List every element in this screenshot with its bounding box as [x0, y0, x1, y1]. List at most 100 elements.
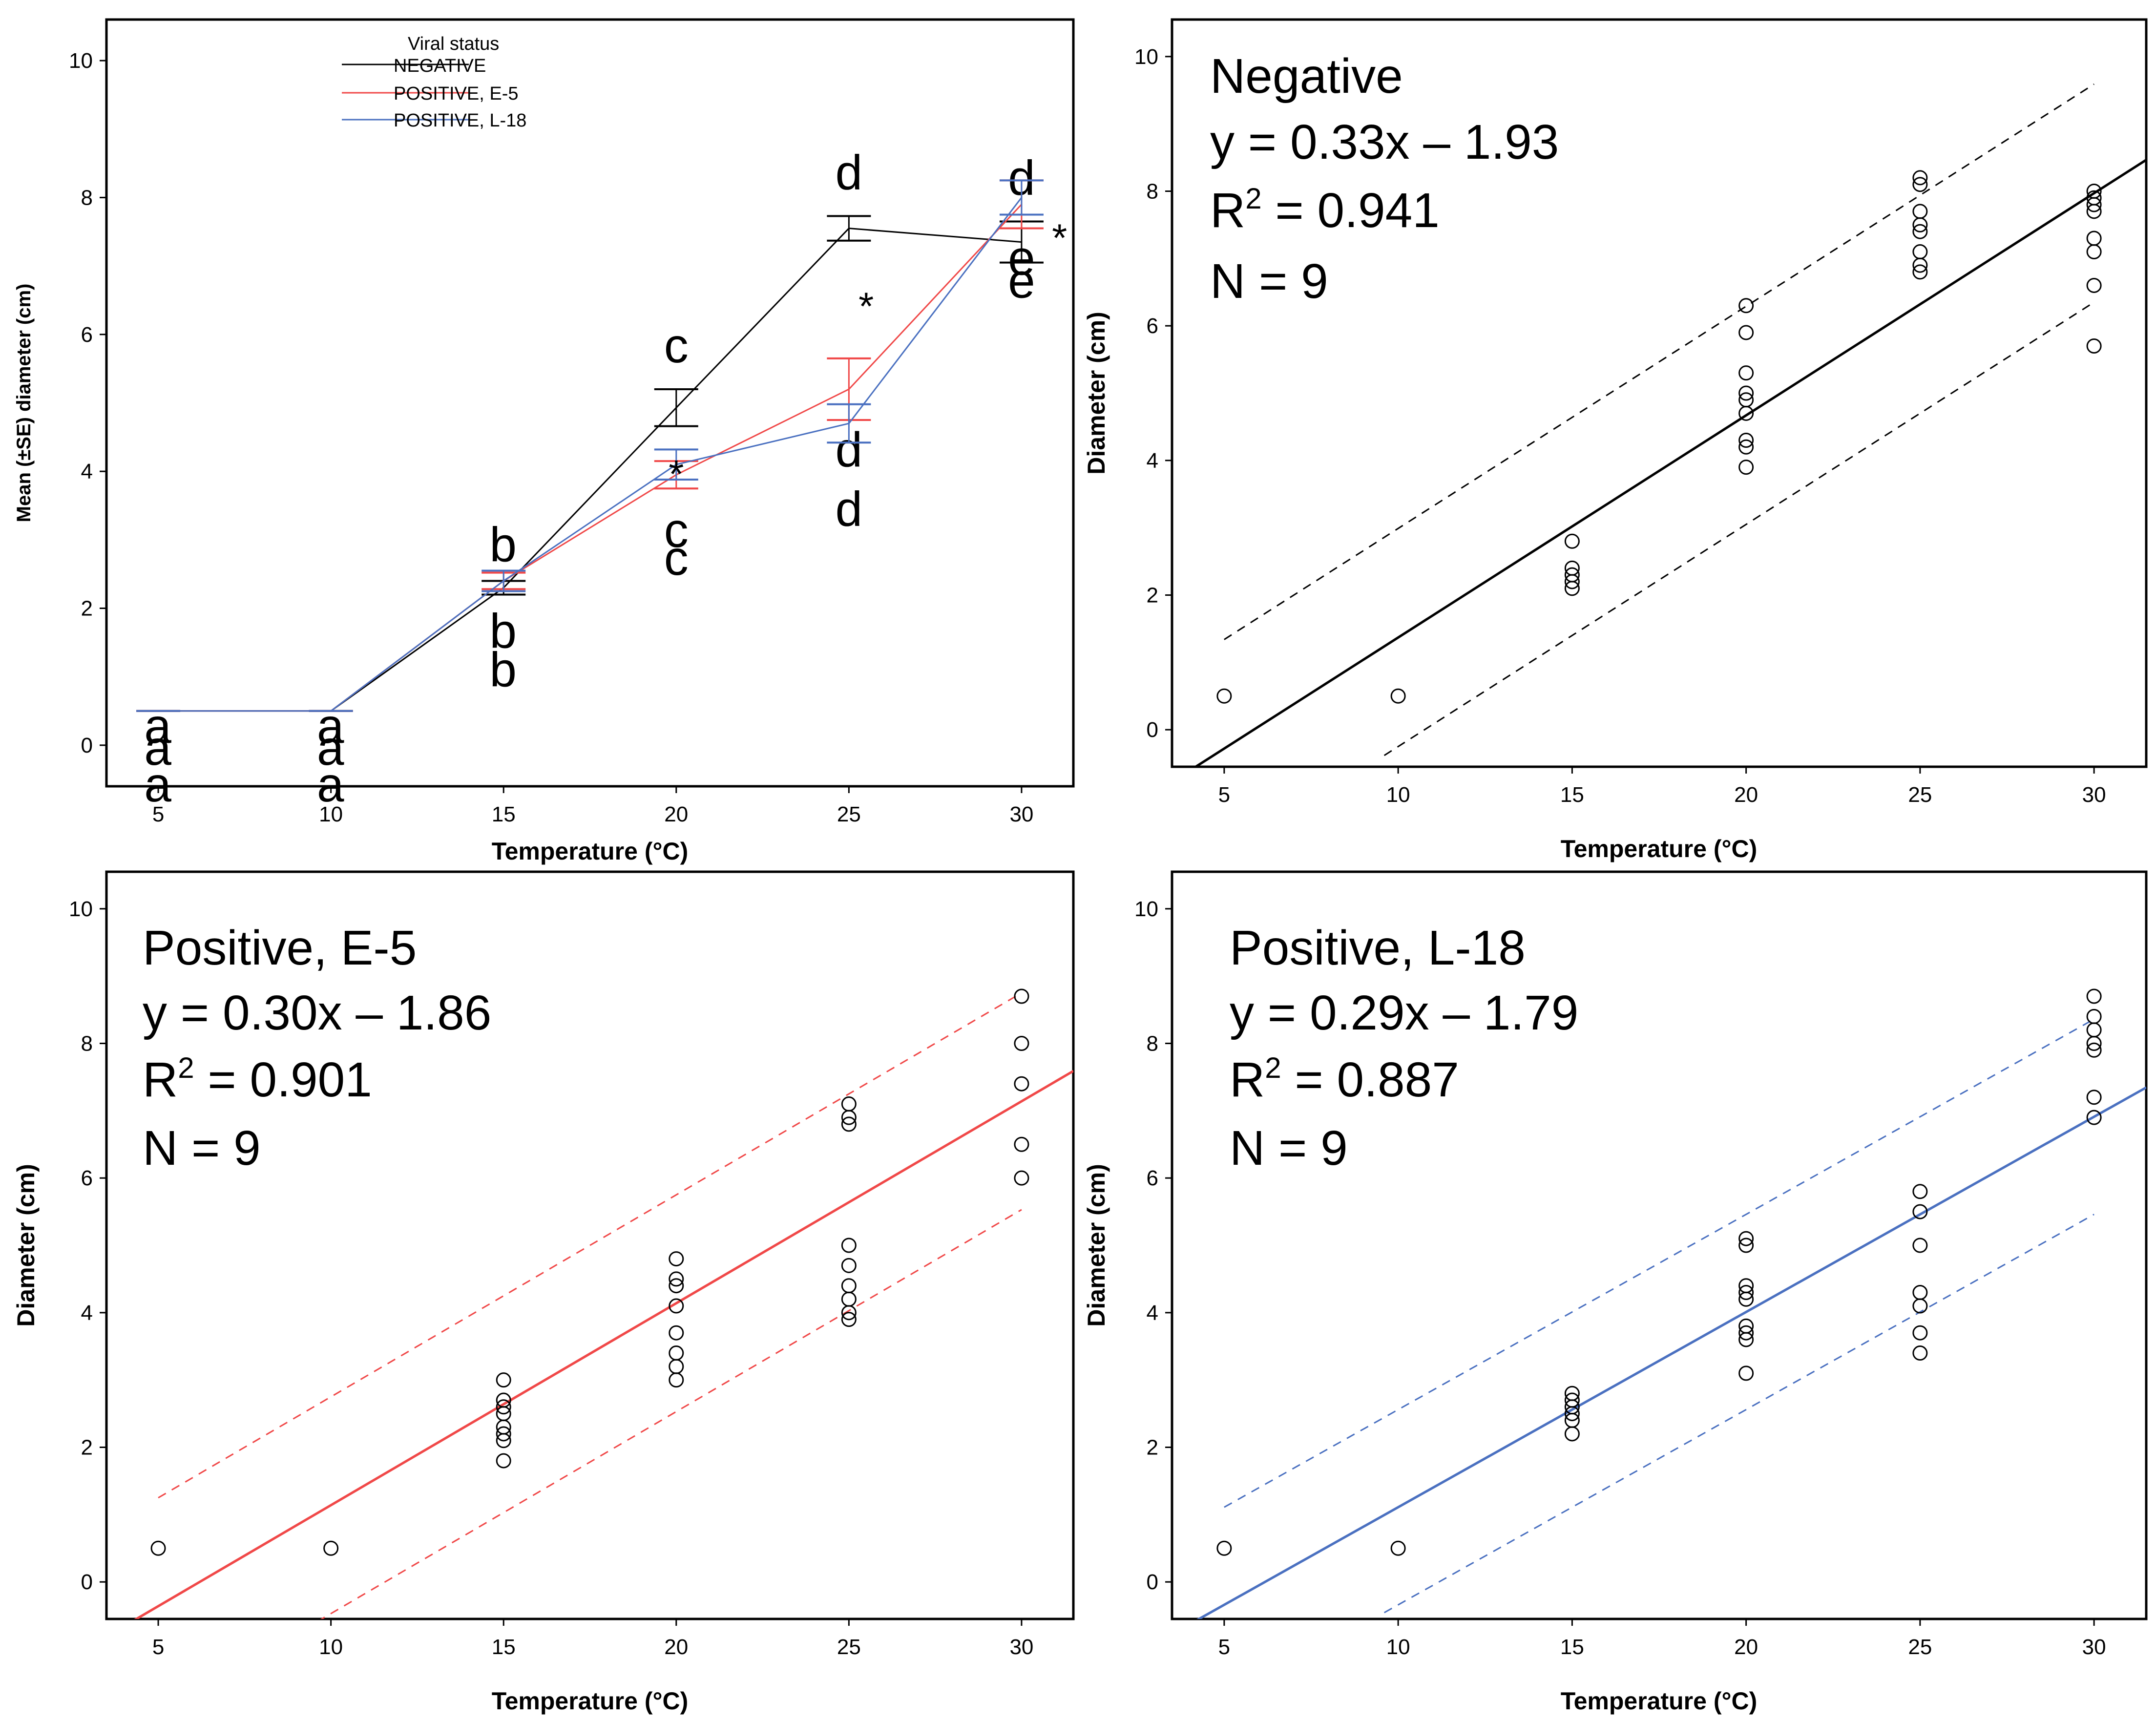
r-squared: R2 = 0.941: [1210, 182, 1440, 238]
axis-ticks: 5 10 15 20 25 30 0 2 4 6 8 10: [69, 897, 1033, 1659]
data-point: [1738, 460, 1754, 475]
x-tick-label: 25: [837, 802, 861, 826]
regression-equation: y = 0.29x – 1.79: [1230, 986, 1578, 1040]
significance-letter: d: [836, 482, 863, 536]
panel-regression-positive-e5: 5 10 15 20 25 30 0 2 4 6 8 10 Temperature (°C) Diam…: [12, 870, 1075, 1715]
y-tick-label: 2: [81, 597, 93, 621]
significance-letter: c: [664, 503, 689, 558]
regression-line: [1193, 159, 2146, 767]
x-axis-title: Temperature (°C): [1561, 835, 1757, 862]
panel-regression-negative: 5 10 15 20 25 30 0 2 4 6 8 10 Temperature (°C) Diam…: [1083, 18, 2148, 862]
x-tick-label: 25: [837, 1635, 861, 1659]
data-point: [841, 1278, 857, 1294]
significance-letter: a: [317, 757, 344, 812]
data-point: [1014, 1136, 1029, 1152]
significance-star: *: [858, 285, 874, 328]
x-tick-label: 30: [2082, 783, 2106, 807]
data-point: [1912, 170, 1928, 186]
axis-ticks: 5 10 15 20 25 30 0 2 4 6 8 10: [1134, 897, 2106, 1659]
data-point: [496, 1399, 511, 1415]
panel-title: Negative: [1210, 49, 1403, 104]
data-point: [1738, 1278, 1754, 1294]
data-point: [841, 1312, 857, 1327]
y-tick-label: 10: [1134, 45, 1158, 69]
data-point: [1738, 1231, 1754, 1246]
data-point: [2086, 183, 2102, 199]
x-tick-label: 30: [1009, 802, 1033, 826]
y-tick-label: 8: [1147, 179, 1158, 203]
data-point: [496, 1372, 511, 1388]
ci-lower-line: [320, 1209, 1022, 1619]
significance-star: *: [1052, 216, 1067, 260]
x-tick-label: 5: [1218, 1635, 1230, 1659]
y-tick-label: 6: [81, 323, 93, 347]
data-point: [323, 1540, 339, 1556]
x-tick-label: 20: [664, 1635, 688, 1659]
x-tick-label: 30: [1009, 1635, 1033, 1659]
data-point: [2086, 190, 2102, 206]
data-point: [1564, 560, 1580, 576]
axis-ticks: 5 10 15 20 25 30 0 2 4 6 8 10: [69, 49, 1033, 826]
plot-area: [1196, 988, 2146, 1619]
data-point: [2086, 1090, 2102, 1105]
x-tick-label: 25: [1908, 783, 1932, 807]
plot-frame: [1171, 870, 2148, 1620]
ci-upper-line: [158, 992, 1022, 1499]
x-tick-label: 5: [152, 1635, 164, 1659]
data-point: [669, 1372, 684, 1388]
y-tick-label: 4: [81, 460, 93, 483]
y-tick-label: 10: [69, 897, 93, 921]
ci-upper-line: [1224, 1018, 2094, 1508]
data-point: [841, 1291, 857, 1307]
data-point: [1738, 1318, 1754, 1334]
x-axis-title: Temperature (°C): [1561, 1687, 1757, 1715]
r-squared-value: = 0.901: [194, 1052, 372, 1107]
data-point: [1912, 1184, 1928, 1199]
data-point: [1014, 988, 1029, 1004]
x-tick-label: 10: [319, 802, 343, 826]
x-tick-label: 10: [1386, 1635, 1410, 1659]
plot-frame: [105, 18, 1075, 788]
r-squared-superscript: 2: [1245, 182, 1261, 215]
data-point: [496, 1426, 511, 1442]
series-line-1: [158, 204, 1023, 712]
data-point: [1738, 432, 1754, 448]
y-tick-label: 0: [1147, 718, 1158, 742]
y-tick-label: 10: [1134, 897, 1158, 921]
panel-title: Positive, E-5: [143, 921, 417, 975]
data-point: [1738, 392, 1754, 408]
r-squared-value: = 0.887: [1281, 1052, 1459, 1107]
regression-equation: y = 0.33x – 1.93: [1210, 115, 1559, 169]
x-tick-label: 10: [1386, 783, 1410, 807]
r-squared-superscript: 2: [1265, 1051, 1281, 1084]
y-axis-title: Diameter (cm): [1083, 1164, 1110, 1326]
x-tick-label: 15: [492, 1635, 516, 1659]
legend-label-positive-l18: POSITIVE, L-18: [394, 110, 526, 131]
legend-label-positive-e5: POSITIVE, E-5: [394, 84, 519, 104]
significance-letter: b: [489, 642, 517, 697]
sample-size: N = 9: [143, 1121, 261, 1176]
data-point: [1216, 1540, 1232, 1556]
significance-letter: c: [664, 318, 689, 373]
x-tick-label: 25: [1908, 1635, 1932, 1659]
x-tick-label: 15: [1560, 783, 1584, 807]
x-axis-title: Temperature (°C): [492, 838, 688, 865]
data-point: [1912, 1298, 1928, 1314]
regression-equation: y = 0.30x – 1.86: [143, 986, 491, 1040]
data-point: [1564, 1386, 1580, 1401]
panel-title: Positive, L-18: [1230, 921, 1526, 975]
data-point: [2086, 338, 2102, 354]
data-point: [669, 1345, 684, 1361]
y-tick-label: 0: [1147, 1570, 1158, 1594]
data-point: [1912, 204, 1928, 219]
r-squared: R2 = 0.887: [1230, 1051, 1459, 1107]
data-point: [1014, 1035, 1029, 1051]
data-point: [841, 1238, 857, 1253]
data-point: [1738, 1365, 1754, 1381]
data-point: [1912, 224, 1928, 239]
significance-letter: a: [144, 699, 171, 754]
data-point: [150, 1540, 166, 1556]
series-line-2: [158, 197, 1023, 712]
